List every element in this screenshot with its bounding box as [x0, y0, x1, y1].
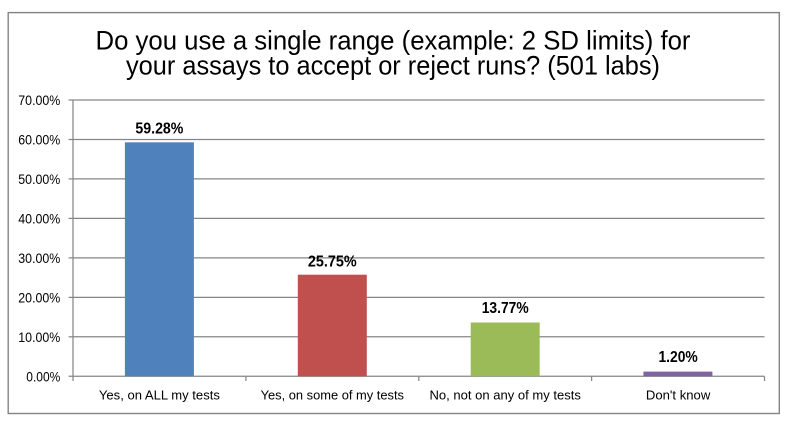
svg-text:70.00%: 70.00%: [18, 93, 60, 108]
svg-text:1.20%: 1.20%: [658, 349, 697, 366]
svg-text:25.75%: 25.75%: [308, 253, 357, 270]
svg-text:50.00%: 50.00%: [18, 172, 60, 187]
svg-text:60.00%: 60.00%: [18, 133, 60, 148]
svg-text:20.00%: 20.00%: [18, 291, 60, 306]
svg-text:59.28%: 59.28%: [135, 121, 183, 138]
svg-text:0.00%: 0.00%: [26, 370, 60, 385]
svg-text:Do you use a single range (exa: Do you use a single range (example: 2 SD…: [96, 26, 691, 56]
svg-text:your assays to accept or rejec: your assays to accept or reject runs? (5…: [126, 51, 660, 81]
svg-text:No, not on any of my tests: No, not on any of my tests: [430, 388, 582, 403]
svg-text:Yes, on ALL my tests: Yes, on ALL my tests: [99, 388, 220, 403]
svg-text:30.00%: 30.00%: [18, 251, 60, 266]
svg-text:13.77%: 13.77%: [482, 300, 529, 317]
svg-text:Yes, on some of my tests: Yes, on some of my tests: [261, 388, 405, 403]
svg-text:10.00%: 10.00%: [18, 330, 60, 345]
svg-text:Don't know: Don't know: [646, 388, 711, 403]
svg-text:40.00%: 40.00%: [18, 212, 60, 227]
